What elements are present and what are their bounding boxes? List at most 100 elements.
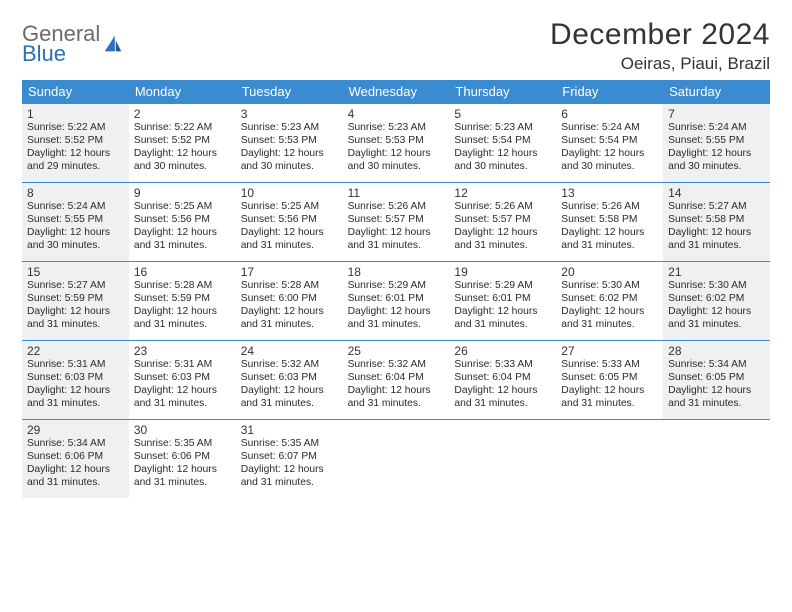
sunrise-line: Sunrise: 5:29 AM	[454, 280, 551, 293]
daylight-line: Daylight: 12 hours and 29 minutes.	[27, 148, 124, 174]
daylight-line: Daylight: 12 hours and 30 minutes.	[241, 148, 338, 174]
day-number: 9	[134, 186, 231, 200]
day-cell: 19Sunrise: 5:29 AMSunset: 6:01 PMDayligh…	[449, 262, 556, 340]
week-row: 1Sunrise: 5:22 AMSunset: 5:52 PMDaylight…	[22, 103, 770, 182]
sunset-line: Sunset: 5:54 PM	[561, 135, 658, 148]
sunset-line: Sunset: 5:52 PM	[27, 135, 124, 148]
sunrise-line: Sunrise: 5:27 AM	[668, 201, 765, 214]
sunrise-line: Sunrise: 5:35 AM	[134, 438, 231, 451]
empty-day-cell	[663, 420, 770, 498]
sunset-line: Sunset: 6:01 PM	[348, 293, 445, 306]
daylight-line: Daylight: 12 hours and 31 minutes.	[241, 306, 338, 332]
day-cell: 16Sunrise: 5:28 AMSunset: 5:59 PMDayligh…	[129, 262, 236, 340]
sunrise-line: Sunrise: 5:33 AM	[454, 359, 551, 372]
empty-day-cell	[556, 420, 663, 498]
sunset-line: Sunset: 5:57 PM	[348, 214, 445, 227]
sunrise-line: Sunrise: 5:25 AM	[241, 201, 338, 214]
sunrise-line: Sunrise: 5:26 AM	[454, 201, 551, 214]
day-cell: 10Sunrise: 5:25 AMSunset: 5:56 PMDayligh…	[236, 183, 343, 261]
sail-icon	[102, 33, 124, 55]
sunset-line: Sunset: 5:54 PM	[454, 135, 551, 148]
day-number: 8	[27, 186, 124, 200]
week-row: 22Sunrise: 5:31 AMSunset: 6:03 PMDayligh…	[22, 340, 770, 419]
day-cell: 7Sunrise: 5:24 AMSunset: 5:55 PMDaylight…	[663, 104, 770, 182]
daylight-line: Daylight: 12 hours and 30 minutes.	[668, 148, 765, 174]
header: General Blue December 2024 Oeiras, Piaui…	[22, 18, 770, 74]
day-number: 12	[454, 186, 551, 200]
sunset-line: Sunset: 6:02 PM	[561, 293, 658, 306]
weekday-header: Monday	[129, 80, 236, 103]
calendar-body: 1Sunrise: 5:22 AMSunset: 5:52 PMDaylight…	[22, 103, 770, 498]
sunset-line: Sunset: 6:06 PM	[134, 451, 231, 464]
weekday-header: Tuesday	[236, 80, 343, 103]
sunrise-line: Sunrise: 5:24 AM	[561, 122, 658, 135]
brand-line2: Blue	[22, 41, 66, 66]
day-number: 11	[348, 186, 445, 200]
sunset-line: Sunset: 6:05 PM	[561, 372, 658, 385]
location-label: Oeiras, Piaui, Brazil	[550, 54, 770, 74]
page-title: December 2024	[550, 18, 770, 52]
daylight-line: Daylight: 12 hours and 31 minutes.	[348, 385, 445, 411]
sunrise-line: Sunrise: 5:22 AM	[27, 122, 124, 135]
daylight-line: Daylight: 12 hours and 31 minutes.	[241, 227, 338, 253]
sunrise-line: Sunrise: 5:30 AM	[668, 280, 765, 293]
daylight-line: Daylight: 12 hours and 31 minutes.	[27, 385, 124, 411]
daylight-line: Daylight: 12 hours and 31 minutes.	[241, 385, 338, 411]
day-cell: 3Sunrise: 5:23 AMSunset: 5:53 PMDaylight…	[236, 104, 343, 182]
day-cell: 26Sunrise: 5:33 AMSunset: 6:04 PMDayligh…	[449, 341, 556, 419]
sunrise-line: Sunrise: 5:34 AM	[668, 359, 765, 372]
day-number: 5	[454, 107, 551, 121]
daylight-line: Daylight: 12 hours and 31 minutes.	[454, 227, 551, 253]
day-cell: 1Sunrise: 5:22 AMSunset: 5:52 PMDaylight…	[22, 104, 129, 182]
day-cell: 15Sunrise: 5:27 AMSunset: 5:59 PMDayligh…	[22, 262, 129, 340]
day-cell: 17Sunrise: 5:28 AMSunset: 6:00 PMDayligh…	[236, 262, 343, 340]
sunrise-line: Sunrise: 5:34 AM	[27, 438, 124, 451]
day-number: 23	[134, 344, 231, 358]
week-row: 15Sunrise: 5:27 AMSunset: 5:59 PMDayligh…	[22, 261, 770, 340]
daylight-line: Daylight: 12 hours and 31 minutes.	[27, 464, 124, 490]
sunrise-line: Sunrise: 5:33 AM	[561, 359, 658, 372]
day-number: 30	[134, 423, 231, 437]
sunrise-line: Sunrise: 5:31 AM	[134, 359, 231, 372]
weekday-header: Saturday	[663, 80, 770, 103]
sunset-line: Sunset: 6:01 PM	[454, 293, 551, 306]
day-cell: 22Sunrise: 5:31 AMSunset: 6:03 PMDayligh…	[22, 341, 129, 419]
sunrise-line: Sunrise: 5:23 AM	[454, 122, 551, 135]
sunset-line: Sunset: 5:56 PM	[241, 214, 338, 227]
weekday-header: Thursday	[449, 80, 556, 103]
sunset-line: Sunset: 5:58 PM	[668, 214, 765, 227]
daylight-line: Daylight: 12 hours and 30 minutes.	[348, 148, 445, 174]
weekday-header: Wednesday	[343, 80, 450, 103]
sunset-line: Sunset: 6:03 PM	[134, 372, 231, 385]
day-number: 1	[27, 107, 124, 121]
day-number: 20	[561, 265, 658, 279]
title-block: December 2024 Oeiras, Piaui, Brazil	[550, 18, 770, 74]
brand-text: General Blue	[22, 24, 100, 64]
day-number: 27	[561, 344, 658, 358]
day-number: 29	[27, 423, 124, 437]
daylight-line: Daylight: 12 hours and 31 minutes.	[348, 227, 445, 253]
day-cell: 8Sunrise: 5:24 AMSunset: 5:55 PMDaylight…	[22, 183, 129, 261]
day-number: 16	[134, 265, 231, 279]
sunrise-line: Sunrise: 5:28 AM	[241, 280, 338, 293]
empty-day-cell	[343, 420, 450, 498]
daylight-line: Daylight: 12 hours and 30 minutes.	[27, 227, 124, 253]
daylight-line: Daylight: 12 hours and 30 minutes.	[561, 148, 658, 174]
day-number: 7	[668, 107, 765, 121]
day-number: 13	[561, 186, 658, 200]
week-row: 8Sunrise: 5:24 AMSunset: 5:55 PMDaylight…	[22, 182, 770, 261]
sunset-line: Sunset: 6:06 PM	[27, 451, 124, 464]
sunrise-line: Sunrise: 5:32 AM	[241, 359, 338, 372]
sunset-line: Sunset: 6:03 PM	[27, 372, 124, 385]
daylight-line: Daylight: 12 hours and 31 minutes.	[454, 306, 551, 332]
day-number: 15	[27, 265, 124, 279]
day-number: 24	[241, 344, 338, 358]
day-cell: 18Sunrise: 5:29 AMSunset: 6:01 PMDayligh…	[343, 262, 450, 340]
weekday-header-row: SundayMondayTuesdayWednesdayThursdayFrid…	[22, 80, 770, 103]
sunset-line: Sunset: 6:04 PM	[348, 372, 445, 385]
day-cell: 11Sunrise: 5:26 AMSunset: 5:57 PMDayligh…	[343, 183, 450, 261]
sunset-line: Sunset: 6:05 PM	[668, 372, 765, 385]
daylight-line: Daylight: 12 hours and 31 minutes.	[561, 385, 658, 411]
daylight-line: Daylight: 12 hours and 30 minutes.	[454, 148, 551, 174]
daylight-line: Daylight: 12 hours and 31 minutes.	[561, 227, 658, 253]
